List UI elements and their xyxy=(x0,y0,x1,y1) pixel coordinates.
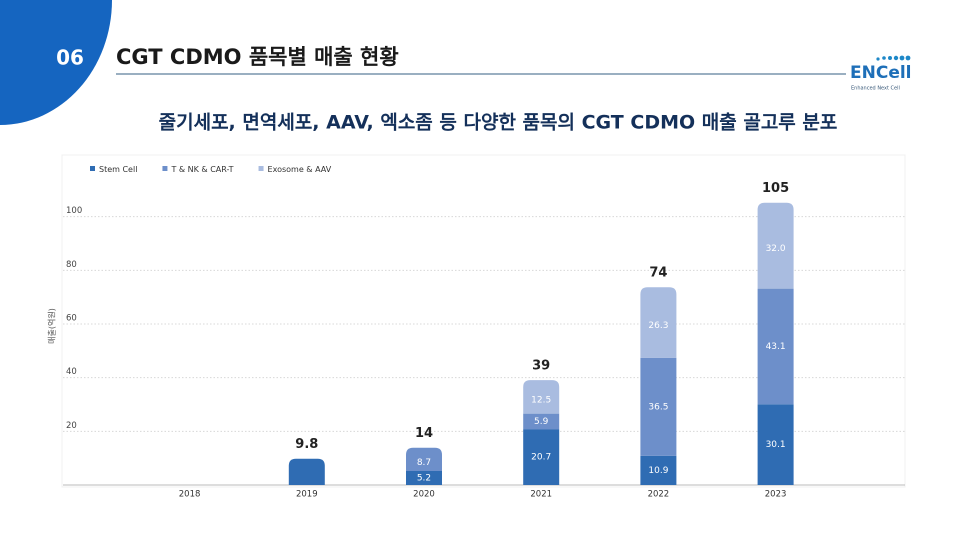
bar-segment xyxy=(640,357,677,456)
bar-segment xyxy=(523,413,560,430)
bar-segment xyxy=(757,288,794,405)
segment-label: 36.5 xyxy=(648,402,668,412)
legend-swatch xyxy=(90,166,95,171)
bar-segment xyxy=(288,458,325,485)
y-tick-label: 40 xyxy=(66,367,77,377)
total-label: 14 xyxy=(415,426,433,441)
segment-label: 10.9 xyxy=(648,466,668,476)
bar-segment xyxy=(406,471,442,485)
x-tick-label: 2020 xyxy=(413,490,435,500)
y-axis-label: 매출(억원) xyxy=(47,308,57,344)
slide-title: CGT CDMO 품목별 매출 현황 xyxy=(116,45,399,69)
logo-dots xyxy=(876,55,911,61)
total-label: 74 xyxy=(649,266,667,281)
chart-frame xyxy=(61,154,906,488)
section-number: 06 xyxy=(56,46,84,70)
logo: ENCell xyxy=(850,63,912,83)
corner-shape xyxy=(0,0,112,125)
segment-label: 20.7 xyxy=(531,453,551,463)
y-tick-label: 80 xyxy=(66,260,77,270)
bar-segment xyxy=(640,287,677,358)
segment-label: 5.9 xyxy=(534,417,549,427)
segment-label: 32.0 xyxy=(766,244,786,254)
bar-segment xyxy=(523,380,560,414)
chart-headline: 줄기세포, 면역세포, AAV, 엑소좀 등 다양한 품목의 CGT CDMO … xyxy=(159,112,838,134)
legend-swatch xyxy=(258,166,264,171)
legend-label: T & NK & CAR-T xyxy=(170,165,233,174)
y-tick-label: 100 xyxy=(66,206,82,216)
y-tick-label: 20 xyxy=(66,421,77,431)
segment-label: 12.5 xyxy=(531,395,551,405)
bar-segment xyxy=(523,429,560,485)
segment-label: 30.1 xyxy=(766,440,786,450)
bar-segment xyxy=(640,455,677,485)
legend-swatch xyxy=(162,166,168,171)
total-label: 39 xyxy=(532,359,550,374)
x-tick-label: 2021 xyxy=(530,490,552,500)
segment-label: 43.1 xyxy=(766,342,786,352)
bar-segment xyxy=(406,447,442,472)
x-tick-label: 2018 xyxy=(179,490,201,500)
x-tick-label: 2019 xyxy=(296,490,318,500)
segment-label: 5.2 xyxy=(417,474,431,484)
legend-label: Exosome & AAV xyxy=(268,165,332,174)
total-label: 9.8 xyxy=(295,437,318,452)
y-tick-label: 60 xyxy=(66,314,77,324)
bar-segment xyxy=(757,404,794,485)
logo-tagline: Enhanced Next Cell xyxy=(851,86,900,92)
x-tick-label: 2022 xyxy=(648,490,670,500)
bar-segment xyxy=(757,202,794,289)
x-tick-label: 2023 xyxy=(765,490,787,500)
segment-label: 8.7 xyxy=(417,458,431,468)
total-label: 105 xyxy=(762,181,789,196)
legend-label: Stem Cell xyxy=(99,165,137,174)
segment-label: 26.3 xyxy=(648,321,668,331)
